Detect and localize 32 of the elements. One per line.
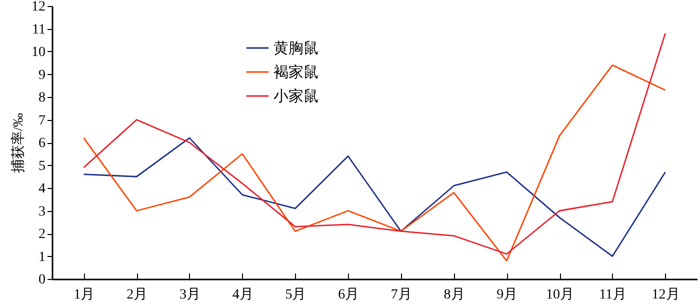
x-tick-label: 2月	[126, 288, 148, 302]
y-tick-label: 7	[38, 113, 46, 128]
line-series	[83, 137, 666, 257]
x-tick-label: 7月	[390, 288, 412, 302]
x-tick-label: 3月	[179, 288, 200, 302]
x-tick-label: 6月	[338, 288, 360, 302]
x-tick-label: 8月	[444, 288, 465, 302]
line-series	[83, 32, 666, 255]
y-tick-label: 3	[38, 204, 46, 220]
y-tick-label: 9	[38, 68, 46, 83]
x-tick-label: 12月	[652, 288, 680, 302]
x-tick-label: 9月	[496, 288, 518, 302]
y-tick-label: 5	[38, 158, 46, 174]
x-tick-label: 1月	[74, 288, 95, 302]
x-tick-label: 5月	[285, 288, 306, 302]
x-tick-label: 11月	[599, 288, 627, 302]
legend-label: 黄胸鼠	[274, 40, 318, 57]
legend-label: 褐家鼠	[274, 64, 318, 81]
y-tick-label: 10	[32, 45, 46, 60]
y-tick-label: 11	[32, 22, 46, 38]
y-tick-label: 6	[38, 136, 46, 151]
line-series	[83, 64, 666, 262]
y-tick-label: 4	[38, 182, 46, 196]
y-tick-label: 12	[32, 0, 46, 14]
y-tick-label: 1	[38, 250, 46, 265]
x-tick-label: 10月	[546, 288, 574, 302]
y-tick-label: 0	[38, 272, 46, 288]
y-tick-label: 2	[38, 227, 46, 242]
legend-label: 小家鼠	[274, 88, 318, 105]
x-tick-label: 4月	[232, 288, 254, 302]
y-tick-label: 8	[38, 90, 46, 106]
y-axis-title: 捕获率/‰	[10, 113, 26, 173]
